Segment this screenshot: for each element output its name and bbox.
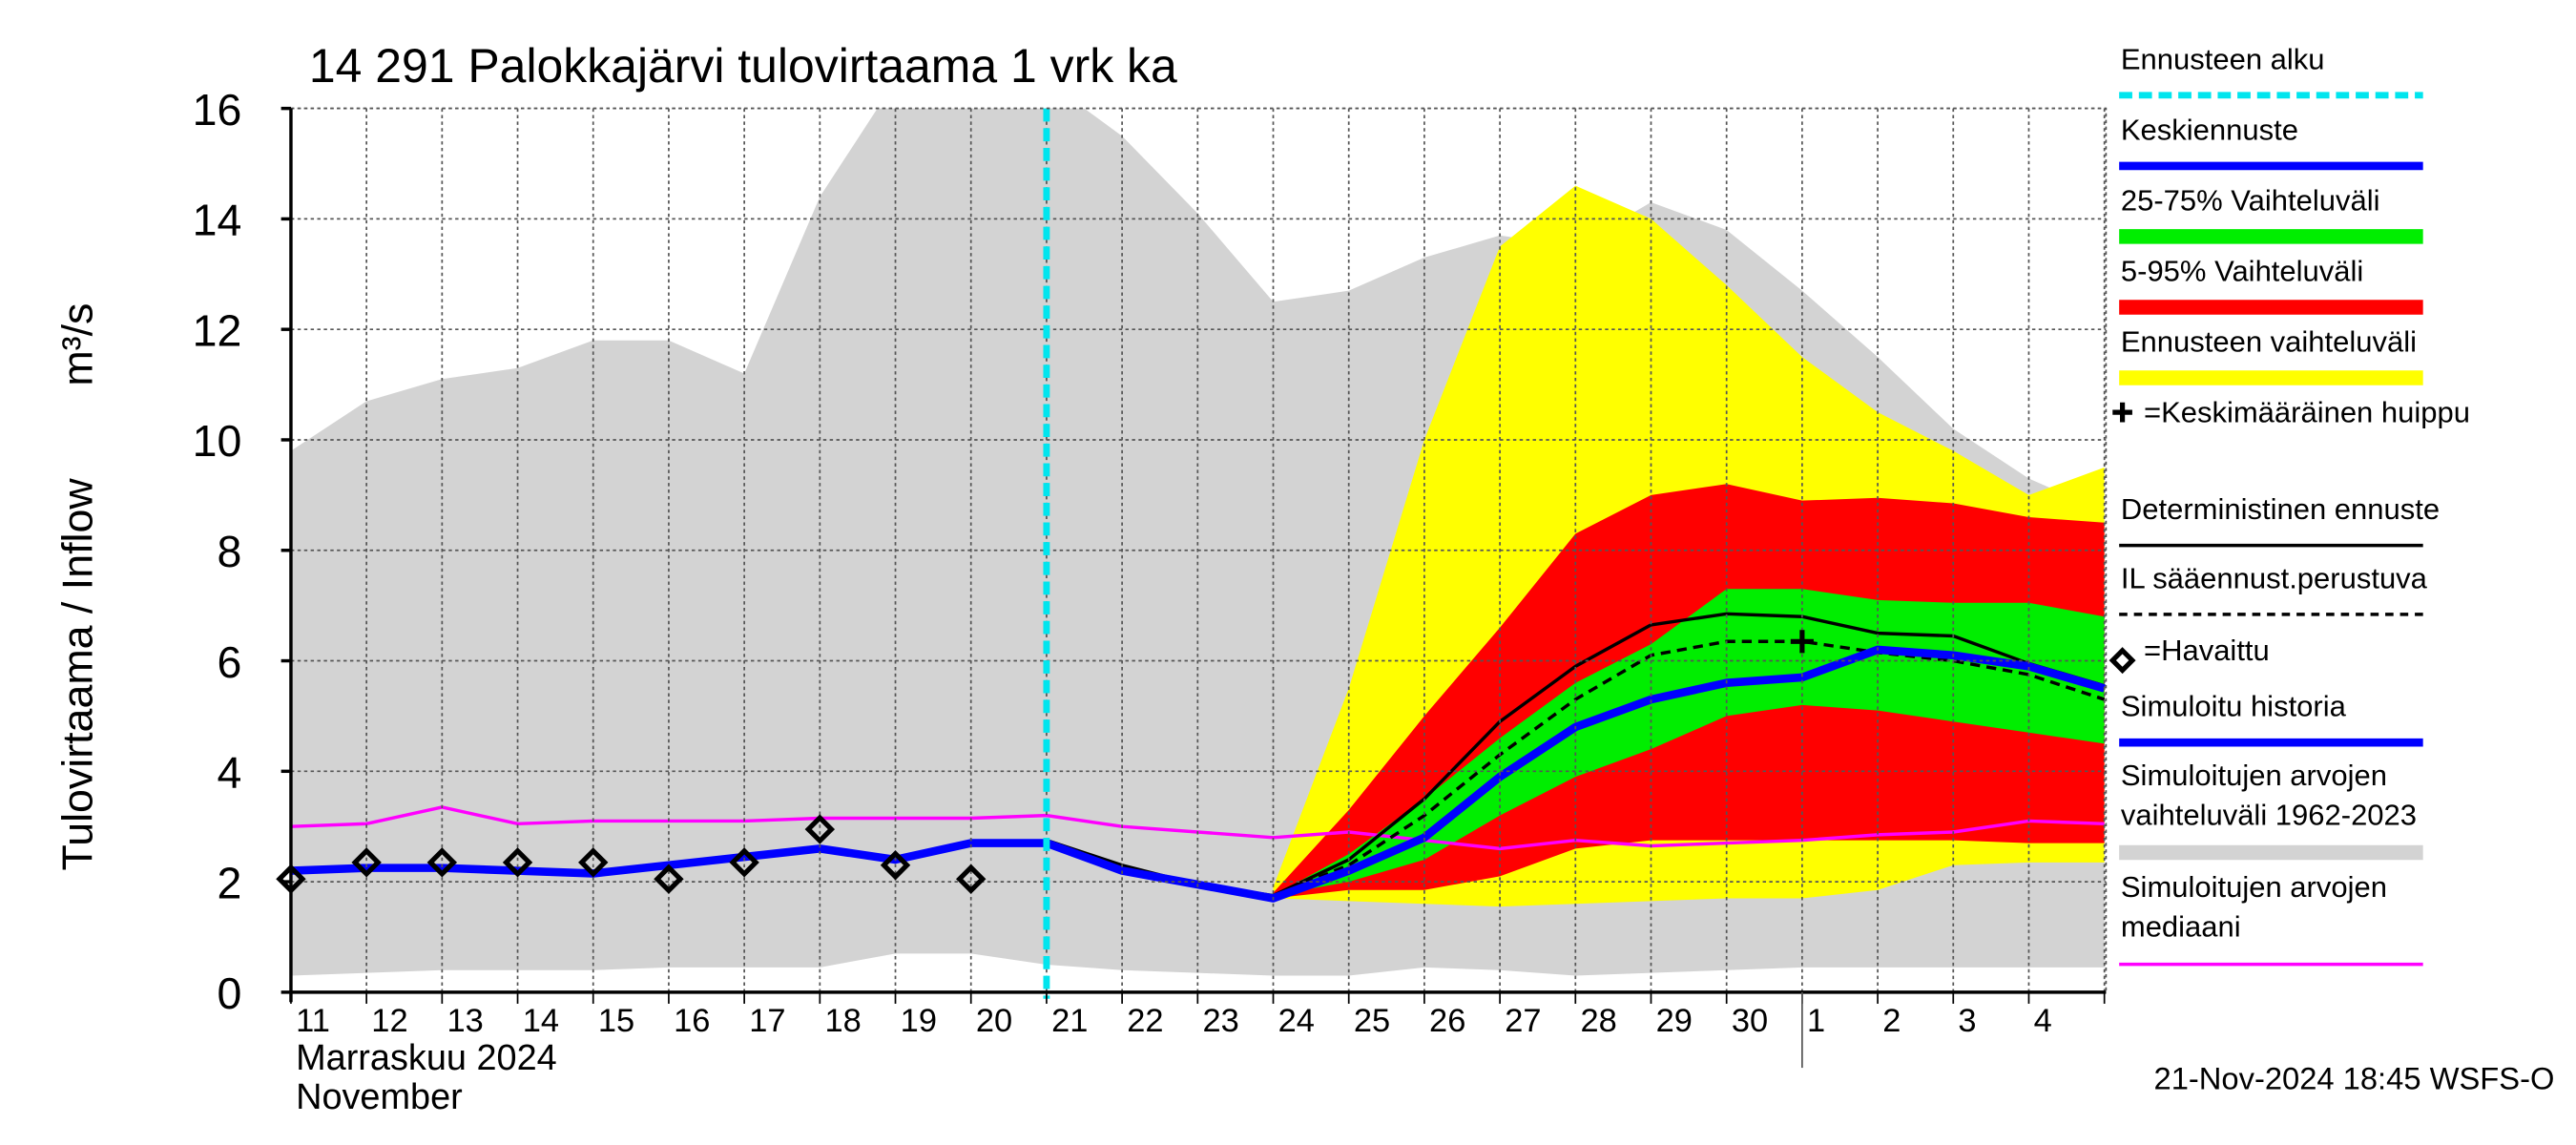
month-label-en: November bbox=[296, 1077, 463, 1117]
observed-marker bbox=[880, 850, 911, 881]
x-tick-label: 20 bbox=[976, 1003, 1012, 1039]
legend-item: Ennusteen vaihteluväli bbox=[2120, 324, 2417, 359]
y-tick-label: 8 bbox=[217, 527, 241, 576]
legend-item: IL sääennust.perustuva bbox=[2120, 561, 2427, 595]
legend-item: Ennusteen alku bbox=[2120, 42, 2325, 76]
y-axis-unit: m³/s bbox=[54, 303, 102, 386]
observed-marker bbox=[502, 847, 533, 878]
series-line bbox=[1272, 639, 2106, 898]
legend-item: Simuloitujen arvojen vaihteluväli 1962-2… bbox=[2120, 759, 2418, 832]
x-tick-label: 13 bbox=[447, 1003, 484, 1039]
legend-item: Simuloitu historia bbox=[2120, 690, 2346, 723]
y-tick-label: 16 bbox=[193, 85, 242, 135]
x-tick-label: 27 bbox=[1505, 1003, 1541, 1039]
legend-label: Deterministinen ennuste bbox=[2120, 492, 2441, 526]
month-label: Marraskuu 2024 bbox=[296, 1038, 557, 1078]
x-tick-label: 23 bbox=[1202, 1003, 1238, 1039]
plot-area bbox=[290, 108, 2106, 976]
observed-marker bbox=[578, 847, 609, 878]
legend-symbol bbox=[2112, 402, 2132, 423]
legend-item: =Havaittu bbox=[2143, 634, 2270, 667]
legend-item: 5-95% Vaihteluväli bbox=[2120, 254, 2364, 288]
observed-marker bbox=[804, 814, 836, 844]
observed-marker bbox=[426, 847, 458, 878]
legend-label: =Keskimääräinen huippu bbox=[2143, 395, 2470, 429]
chart-title: 14 291 Palokkajärvi tulovirtaama 1 vrk k… bbox=[309, 39, 1177, 93]
legend-item: 25-75% Vaihteluväli bbox=[2120, 183, 2380, 218]
legend-label: Keskiennuste bbox=[2120, 113, 2298, 147]
x-tick-label: 28 bbox=[1580, 1003, 1616, 1039]
legend-label: Ennusteen vaihteluväli bbox=[2120, 324, 2417, 359]
observed-marker bbox=[351, 847, 382, 878]
y-tick-label: 0 bbox=[217, 968, 241, 1018]
x-tick-label: 24 bbox=[1278, 1003, 1315, 1039]
x-tick-label: 12 bbox=[371, 1003, 407, 1039]
x-tick-label: 4 bbox=[2034, 1003, 2052, 1039]
x-tick-label: 1 bbox=[1807, 1003, 1825, 1039]
x-tick-label: 26 bbox=[1429, 1003, 1465, 1039]
legend-item: Deterministinen ennuste bbox=[2120, 492, 2441, 526]
x-tick-label: 29 bbox=[1656, 1003, 1693, 1039]
range-band bbox=[1273, 589, 2105, 896]
x-tick-label: 3 bbox=[1958, 1003, 1976, 1039]
legend-label: =Havaittu bbox=[2143, 634, 2270, 667]
x-tick-label: 2 bbox=[1882, 1003, 1901, 1039]
x-tick-label: 17 bbox=[749, 1003, 785, 1039]
legend-item: =Keskimääräinen huippu bbox=[2143, 395, 2470, 429]
timestamp: 21-Nov-2024 18:45 WSFS-O bbox=[2154, 1060, 2555, 1095]
x-tick-label: 11 bbox=[296, 1003, 330, 1039]
y-tick-label: 2 bbox=[217, 858, 241, 907]
legend-item: Simuloitujen arvojen mediaani bbox=[2120, 870, 2387, 944]
x-tick-label: 14 bbox=[523, 1003, 559, 1039]
y-tick-label: 14 bbox=[193, 196, 242, 245]
observed-marker bbox=[956, 864, 987, 894]
legend-item: Keskiennuste bbox=[2120, 113, 2298, 147]
legend-label: IL sääennust.perustuva bbox=[2120, 561, 2427, 595]
x-tick-label: 30 bbox=[1732, 1003, 1768, 1039]
y-tick-label: 10 bbox=[193, 416, 242, 466]
x-tick-label: 15 bbox=[598, 1003, 634, 1039]
legend-label: Simuloitujen arvojen mediaani bbox=[2120, 870, 2387, 944]
y-tick-label: 6 bbox=[217, 637, 241, 687]
observed-marker bbox=[654, 864, 684, 894]
legend-label: Simuloitu historia bbox=[2120, 690, 2346, 723]
x-tick-label: 18 bbox=[824, 1003, 861, 1039]
x-tick-label: 22 bbox=[1127, 1003, 1163, 1039]
legend-label: 5-95% Vaihteluväli bbox=[2120, 254, 2364, 288]
y-tick-label: 12 bbox=[193, 305, 242, 355]
peak-marker bbox=[1790, 630, 1814, 654]
legend-label: Simuloitujen arvojen vaihteluväli 1962-2… bbox=[2120, 759, 2418, 832]
x-tick-label: 16 bbox=[674, 1003, 710, 1039]
x-tick-label: 21 bbox=[1051, 1003, 1088, 1039]
x-tick-label: 19 bbox=[901, 1003, 937, 1039]
y-axis-label: Tulovirtaama / Inflow bbox=[54, 478, 102, 871]
legend-label: Ennusteen alku bbox=[2120, 42, 2325, 76]
legend-symbol bbox=[2109, 647, 2136, 675]
y-tick-label: 4 bbox=[217, 748, 241, 798]
observed-marker bbox=[729, 847, 759, 878]
x-tick-label: 25 bbox=[1354, 1003, 1390, 1039]
legend-label: 25-75% Vaihteluväli bbox=[2120, 183, 2380, 218]
